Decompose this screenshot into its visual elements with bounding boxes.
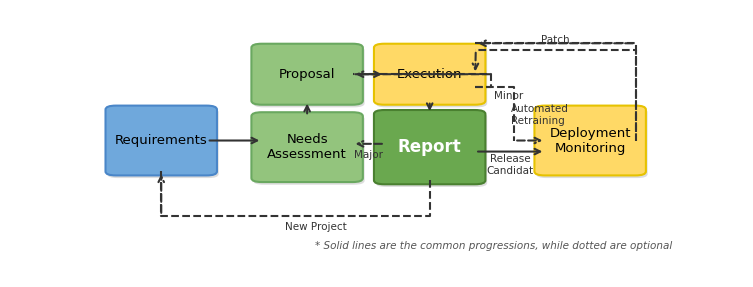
Text: Requirements: Requirements [115, 134, 208, 147]
Text: Report: Report [398, 138, 462, 156]
FancyBboxPatch shape [105, 106, 217, 175]
FancyBboxPatch shape [374, 110, 486, 184]
Text: New Project: New Project [285, 222, 347, 232]
Text: Minor: Minor [494, 91, 523, 101]
FancyBboxPatch shape [252, 112, 363, 182]
Text: Proposal: Proposal [279, 68, 335, 81]
Text: Patch: Patch [541, 35, 569, 45]
Text: Needs
Assessment: Needs Assessment [267, 133, 347, 161]
FancyBboxPatch shape [253, 46, 364, 107]
Text: Major: Major [354, 150, 383, 160]
FancyBboxPatch shape [252, 44, 363, 105]
FancyBboxPatch shape [376, 113, 487, 187]
Text: Automated
Retraining: Automated Retraining [511, 104, 569, 126]
FancyBboxPatch shape [253, 115, 364, 185]
Text: Release
Candidat: Release Candidat [486, 154, 534, 176]
FancyBboxPatch shape [535, 106, 646, 175]
FancyBboxPatch shape [536, 108, 648, 178]
FancyBboxPatch shape [107, 108, 218, 178]
Text: Execution: Execution [397, 68, 462, 81]
FancyBboxPatch shape [376, 46, 487, 107]
FancyBboxPatch shape [374, 44, 486, 105]
Text: Deployment
Monitoring: Deployment Monitoring [550, 127, 631, 154]
Text: * Solid lines are the common progressions, while dotted are optional: * Solid lines are the common progression… [315, 241, 672, 251]
